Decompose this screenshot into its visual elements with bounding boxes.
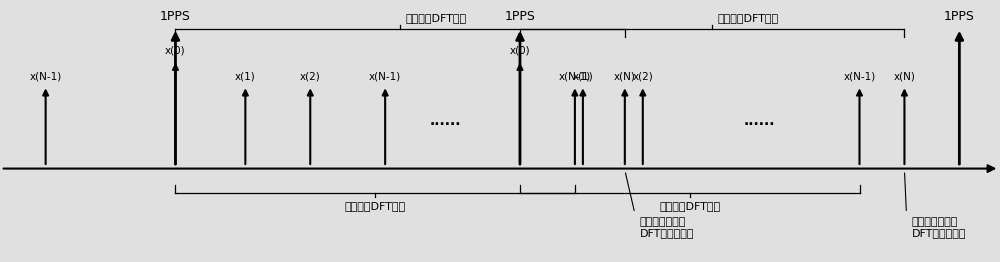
Text: 在此处替换递推
DFT运算的初值: 在此处替换递推 DFT运算的初值	[640, 216, 694, 238]
Text: ......: ......	[744, 114, 775, 128]
Text: 1PPS: 1PPS	[160, 10, 191, 23]
Text: 1PPS: 1PPS	[944, 10, 975, 23]
Text: 一周波的DFT运算: 一周波的DFT运算	[345, 200, 406, 211]
Text: 1PPS: 1PPS	[505, 10, 535, 23]
Text: x(N-1): x(N-1)	[559, 72, 591, 81]
Text: x(N): x(N)	[614, 72, 636, 81]
Text: 连续递推DFT运算: 连续递推DFT运算	[717, 13, 778, 23]
Text: x(0): x(0)	[510, 46, 530, 56]
Text: 一周波的DFT运算: 一周波的DFT运算	[659, 200, 720, 211]
Text: 在此处替换递推
DFT运算的初值: 在此处替换递推 DFT运算的初值	[911, 216, 966, 238]
Text: x(1): x(1)	[235, 72, 256, 81]
Text: x(N): x(N)	[894, 72, 915, 81]
Text: x(N-1): x(N-1)	[30, 72, 62, 81]
Text: x(1): x(1)	[573, 72, 593, 81]
Text: x(N-1): x(N-1)	[843, 72, 876, 81]
Text: ......: ......	[429, 114, 461, 128]
Text: 连续递推DFT运算: 连续递推DFT运算	[405, 13, 466, 23]
Text: x(0): x(0)	[165, 46, 186, 56]
Text: x(2): x(2)	[632, 72, 653, 81]
Text: x(2): x(2)	[300, 72, 321, 81]
Text: x(N-1): x(N-1)	[369, 72, 401, 81]
